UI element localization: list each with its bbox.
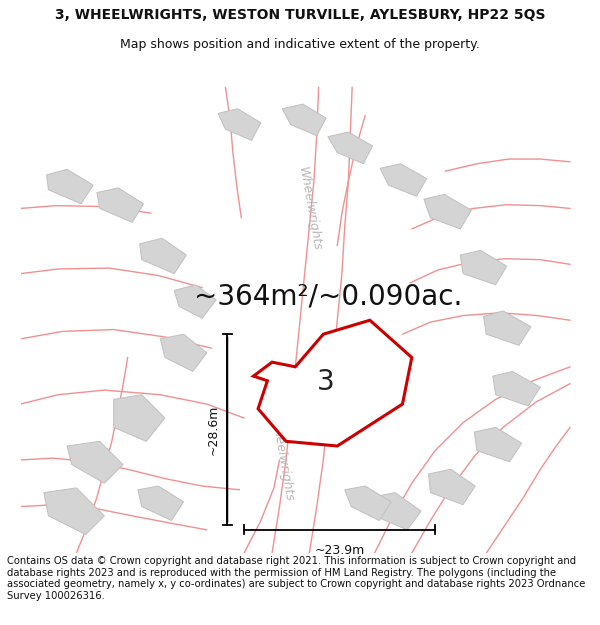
Polygon shape bbox=[345, 486, 391, 521]
Text: 3: 3 bbox=[317, 368, 334, 396]
Polygon shape bbox=[474, 428, 522, 462]
Polygon shape bbox=[372, 492, 421, 530]
Polygon shape bbox=[282, 104, 326, 136]
Polygon shape bbox=[253, 320, 412, 446]
Polygon shape bbox=[160, 334, 207, 371]
Polygon shape bbox=[424, 194, 472, 229]
Polygon shape bbox=[428, 469, 475, 504]
Polygon shape bbox=[328, 132, 373, 164]
Polygon shape bbox=[47, 169, 93, 204]
Text: ~364m²/~0.090ac.: ~364m²/~0.090ac. bbox=[194, 283, 462, 311]
Polygon shape bbox=[138, 486, 184, 521]
Polygon shape bbox=[380, 164, 427, 196]
Polygon shape bbox=[493, 371, 541, 406]
Polygon shape bbox=[44, 488, 104, 534]
Text: ~28.6m: ~28.6m bbox=[207, 404, 220, 455]
Text: Wheelwrights: Wheelwrights bbox=[268, 417, 295, 503]
Text: ~23.9m: ~23.9m bbox=[314, 544, 365, 557]
Polygon shape bbox=[174, 285, 216, 318]
Polygon shape bbox=[484, 311, 531, 346]
Text: Contains OS data © Crown copyright and database right 2021. This information is : Contains OS data © Crown copyright and d… bbox=[7, 556, 586, 601]
Polygon shape bbox=[140, 238, 187, 274]
Polygon shape bbox=[97, 188, 143, 222]
Polygon shape bbox=[460, 251, 507, 285]
Text: Map shows position and indicative extent of the property.: Map shows position and indicative extent… bbox=[120, 38, 480, 51]
Polygon shape bbox=[218, 109, 261, 141]
Polygon shape bbox=[113, 395, 165, 441]
Polygon shape bbox=[67, 441, 123, 483]
Text: 3, WHEELWRIGHTS, WESTON TURVILLE, AYLESBURY, HP22 5QS: 3, WHEELWRIGHTS, WESTON TURVILLE, AYLESB… bbox=[55, 8, 545, 22]
Text: Wheelwrights: Wheelwrights bbox=[296, 166, 323, 251]
